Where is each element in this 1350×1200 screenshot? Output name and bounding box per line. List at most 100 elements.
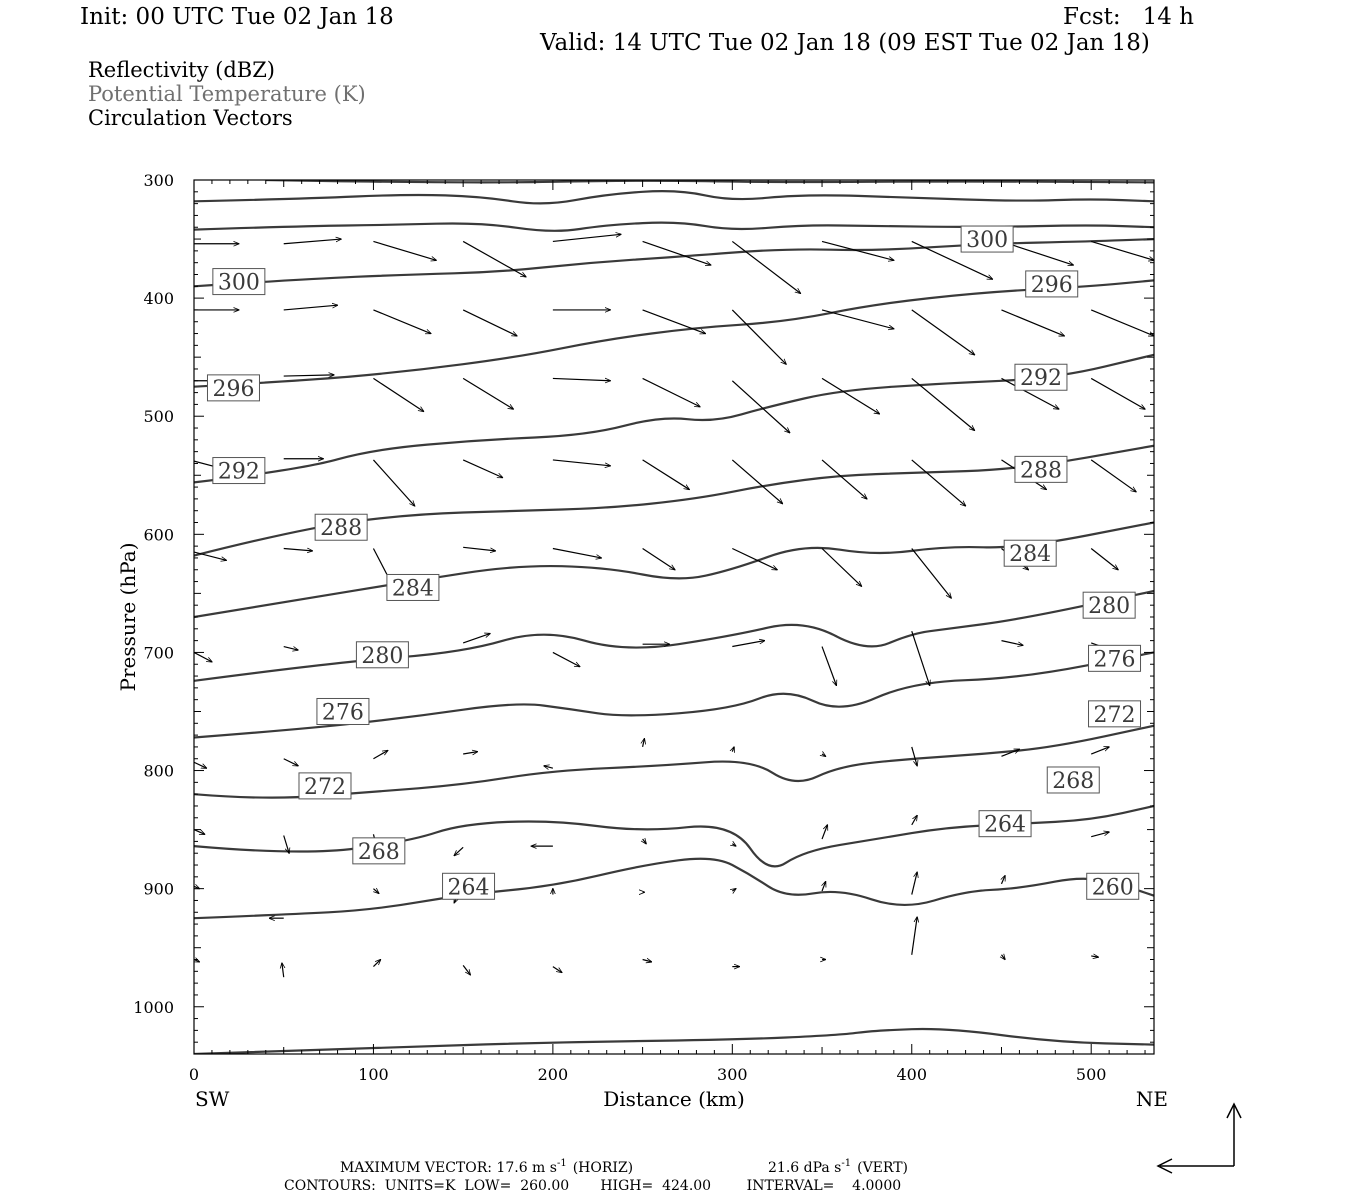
circulation-vector	[911, 746, 917, 766]
y-tick-label: 300	[143, 171, 174, 190]
footer-max-vector: MAXIMUM VECTOR: 17.6 m s-1 (HORIZ)	[340, 1158, 633, 1176]
circulation-vector	[462, 377, 513, 409]
contour-296	[194, 279, 1154, 388]
y-tick-label: 900	[143, 880, 174, 899]
circulation-vector	[283, 835, 289, 854]
circulation-vector	[821, 825, 827, 840]
circulation-vector	[731, 240, 800, 293]
contour-292	[194, 353, 1154, 484]
circulation-vector	[911, 377, 975, 430]
circulation-vector	[642, 960, 652, 962]
contour-label: 288	[320, 516, 362, 541]
circulation-vector	[1001, 749, 1019, 757]
contour-label-box	[442, 872, 496, 900]
circulation-vector	[822, 754, 826, 756]
circulation-vector	[821, 459, 867, 499]
contour-label: 280	[361, 644, 403, 669]
contour-280	[194, 589, 1154, 682]
circulation-vector	[552, 547, 601, 557]
contour-label-box	[352, 837, 406, 865]
circulation-vector	[282, 963, 284, 978]
contour-label: 268	[1052, 769, 1094, 794]
ref-horizontal-arrowhead	[1156, 1158, 1173, 1174]
contour-label: 264	[448, 875, 490, 900]
contour-label: 260	[1092, 875, 1134, 900]
contour-label: 272	[304, 775, 346, 800]
contour-label-box	[298, 772, 352, 800]
circulation-vector	[821, 377, 879, 413]
contour-label: 288	[1020, 458, 1062, 483]
circulation-vector	[552, 234, 621, 243]
circulation-vector	[732, 547, 777, 569]
circulation-vector	[194, 829, 205, 835]
circulation-vector	[462, 459, 502, 478]
circulation-vector	[463, 546, 495, 551]
circulation-vector	[911, 240, 993, 279]
y-tick-label: 500	[143, 407, 174, 426]
circulation-vector	[1001, 876, 1005, 885]
y-axis-label: Pressure (hPa)	[116, 543, 140, 692]
circulation-vector	[194, 551, 226, 560]
circulation-vector	[1090, 309, 1154, 336]
contour-308	[194, 190, 1154, 205]
forecast-hour: Fcst: 14 h	[1063, 4, 1194, 30]
contour-lines	[194, 180, 1154, 1054]
contour-label: 292	[1020, 366, 1062, 391]
circulation-vector	[194, 651, 212, 661]
contour-label: 268	[358, 840, 400, 865]
circulation-vector	[283, 305, 338, 311]
circulation-vector	[821, 309, 894, 329]
circulation-vector	[552, 651, 580, 666]
contour-264	[194, 857, 1154, 920]
valid-time: Valid: 14 UTC Tue 02 Jan 18 (09 EST Tue …	[540, 30, 1150, 56]
circulation-vector	[1091, 956, 1098, 957]
contour-label-box	[206, 374, 260, 402]
circulation-vector	[911, 548, 951, 598]
circulation-vector	[373, 960, 380, 968]
contour-label: 272	[1094, 703, 1136, 728]
contour-label: 296	[212, 377, 254, 402]
circulation-vector	[544, 766, 554, 768]
circulation-vector	[373, 309, 430, 334]
circulation-vector	[911, 872, 917, 895]
circulation-vector	[373, 377, 423, 411]
contour-288	[194, 444, 1154, 557]
circulation-vector	[911, 630, 930, 685]
circulation-vector	[283, 548, 313, 550]
circulation-vector	[732, 747, 734, 752]
contour-label: 300	[966, 228, 1008, 253]
circulation-vector	[642, 309, 706, 334]
circulation-vector	[643, 739, 645, 748]
contour-label-box	[1014, 455, 1068, 483]
contour-label-box	[978, 810, 1032, 838]
circulation-vector	[732, 844, 736, 846]
field-reflectivity: Reflectivity (dBZ)	[88, 58, 276, 82]
circulation-vector	[1001, 640, 1023, 646]
contour-276	[194, 651, 1154, 739]
contour-312	[265, 180, 1154, 184]
circulation-vector	[462, 634, 490, 644]
circulation-vector	[732, 889, 736, 891]
circulation-vector	[821, 240, 894, 260]
circulation-vector	[462, 240, 526, 276]
circulation-vector	[283, 239, 341, 245]
circulation-vector	[194, 761, 207, 768]
field-potential-temperature: Potential Temperature (K)	[88, 82, 366, 106]
circulation-vector	[1090, 548, 1118, 569]
contour-label: 292	[218, 460, 260, 485]
circulation-vector	[642, 240, 711, 265]
circulation-vector	[283, 758, 298, 766]
circulation-vector	[911, 459, 966, 506]
circulation-vector	[1001, 309, 1064, 336]
contour-label: 276	[322, 700, 364, 725]
circulation-vector	[642, 547, 675, 569]
circulation-vector	[462, 965, 470, 974]
contour-label-box	[212, 457, 266, 485]
circulation-vector	[911, 815, 917, 826]
circulation-vector	[552, 378, 610, 380]
footer-vertical-vector: 21.6 dPa s-1 (VERT)	[768, 1158, 908, 1176]
contour-label-box	[1086, 872, 1140, 900]
contour-label: 300	[218, 271, 260, 296]
circulation-vector	[731, 380, 789, 433]
x-tick-label: 100	[358, 1065, 389, 1084]
